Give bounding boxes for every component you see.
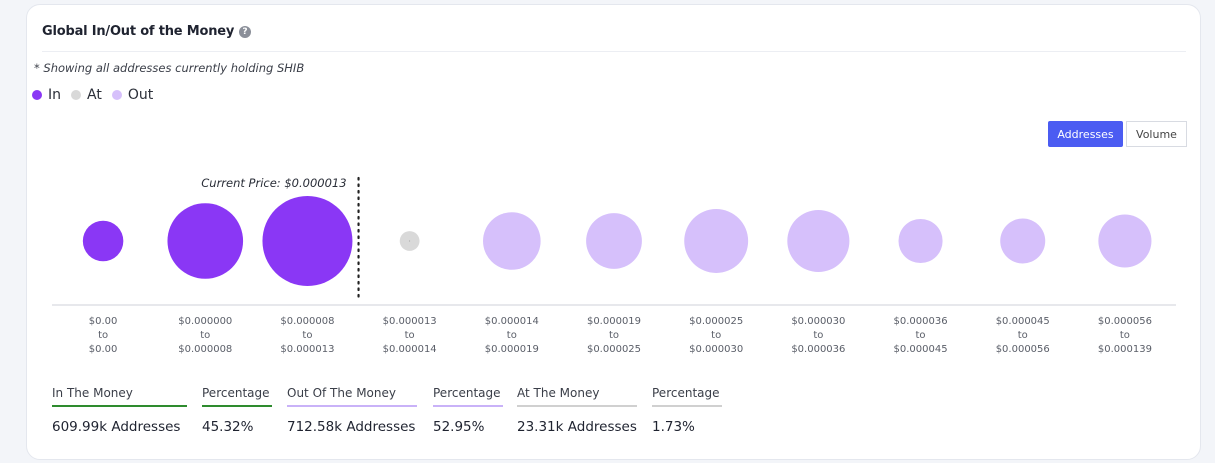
stat-underline [52, 405, 187, 407]
stat-value: 23.31k Addresses [517, 419, 637, 435]
stat-in-the-money: In The Money 609.99k Addresses [52, 386, 187, 435]
tick-label: $0.000056 [1098, 316, 1152, 327]
legend-dot-in [32, 90, 42, 100]
stat-value: 45.32% [202, 419, 254, 435]
tick-label: to [1018, 330, 1028, 341]
volume-button[interactable]: Volume [1126, 121, 1187, 147]
stat-at-the-money: At The Money 23.31k Addresses [517, 386, 637, 435]
stat-underline [202, 405, 272, 407]
tick-label: $0.000045 [894, 344, 948, 355]
legend-label-in: In [48, 87, 62, 103]
metric-toggle: Addresses Volume [1048, 121, 1187, 147]
stat-underline [287, 405, 417, 407]
tick-label: $0.000139 [1098, 344, 1152, 355]
addresses-button[interactable]: Addresses [1048, 121, 1123, 147]
legend-item-in[interactable]: In [32, 87, 61, 103]
tick-label: to [711, 330, 721, 341]
stat-percentage: Percentage 1.73% [652, 386, 722, 435]
bubble-at[interactable] [399, 231, 420, 251]
chart-legend: In At Out [32, 87, 153, 103]
bubble-out[interactable] [684, 209, 749, 273]
stat-label: Percentage [202, 386, 270, 400]
tick-label: $0.000036 [791, 344, 845, 355]
tick-label: $0.000045 [996, 316, 1050, 327]
tick-label: to [200, 330, 210, 341]
stat-underline [517, 405, 637, 407]
tick-label: to [1120, 330, 1130, 341]
tick-label: $0.000008 [178, 344, 232, 355]
stat-value: 52.95% [433, 419, 485, 435]
legend-label-at: At [87, 87, 102, 103]
stat-label: Percentage [652, 386, 720, 400]
card-title: Global In/Out of the Money [42, 24, 235, 39]
current-price-label: Current Price: $0.000013 [201, 176, 346, 190]
tick-label: $0.000036 [894, 316, 948, 327]
bubble-out[interactable] [586, 213, 642, 269]
card-header: Global In/Out of the Money ? [42, 23, 1186, 52]
stat-percentage: Percentage 45.32% [202, 386, 272, 435]
stat-label: In The Money [52, 386, 133, 400]
legend-label-out: Out [127, 87, 154, 103]
stat-label: Out Of The Money [287, 386, 396, 400]
bubble-out[interactable] [483, 212, 541, 270]
bubble-at-dots: · [408, 237, 411, 246]
tick-label: $0.00 [89, 344, 118, 355]
tick-label: $0.000019 [485, 344, 539, 355]
bubble-in[interactable] [167, 203, 244, 279]
tick-label: $0.000013 [383, 316, 437, 327]
stat-underline [433, 405, 503, 407]
tick-label: to [302, 330, 312, 341]
tick-label: $0.000030 [791, 316, 845, 327]
tick-label: $0.000014 [383, 344, 437, 355]
bubble-out[interactable] [1098, 214, 1152, 268]
legend-item-at[interactable]: At [71, 87, 102, 103]
question-circle-icon[interactable]: ? [239, 26, 251, 38]
bubble-in[interactable] [262, 196, 353, 286]
tick-label: $0.000025 [689, 316, 743, 327]
tick-label: $0.000025 [587, 344, 641, 355]
bubble-out[interactable] [1000, 218, 1046, 264]
tick-label: $0.000008 [280, 316, 334, 327]
tick-label: to [609, 330, 619, 341]
bubble-out[interactable] [787, 209, 850, 273]
stat-value: 712.58k Addresses [287, 419, 416, 435]
tick-label: $0.000014 [485, 316, 539, 327]
bubble-out[interactable] [898, 218, 943, 264]
stat-out-of-the-money: Out Of The Money 712.58k Addresses [287, 386, 417, 435]
tick-label: to [405, 330, 415, 341]
tick-label: to [813, 330, 823, 341]
legend-dot-out [111, 90, 122, 100]
tick-label: $0.000019 [587, 316, 641, 327]
tick-label: $0.000013 [280, 344, 334, 355]
stat-label: Percentage [433, 386, 501, 400]
stat-underline [652, 405, 722, 407]
legend-dot-at [71, 90, 82, 100]
stat-value: 609.99k Addresses [52, 419, 181, 435]
tick-label: to [98, 330, 108, 341]
tick-label: $0.000000 [178, 316, 232, 327]
stat-label: At The Money [517, 386, 600, 400]
tick-label: to [507, 330, 517, 341]
stat-value: 1.73% [652, 419, 695, 435]
stat-percentage: Percentage 52.95% [433, 386, 503, 435]
holding-note: * Showing all addresses currently holdin… [34, 61, 305, 75]
legend-item-out[interactable]: Out [111, 87, 154, 103]
bubble-in[interactable] [82, 220, 124, 262]
tick-label: to [916, 330, 926, 341]
tick-label: $0.000030 [689, 344, 743, 355]
tick-label: $0.000056 [996, 344, 1050, 355]
tick-label: $0.00 [89, 316, 118, 327]
